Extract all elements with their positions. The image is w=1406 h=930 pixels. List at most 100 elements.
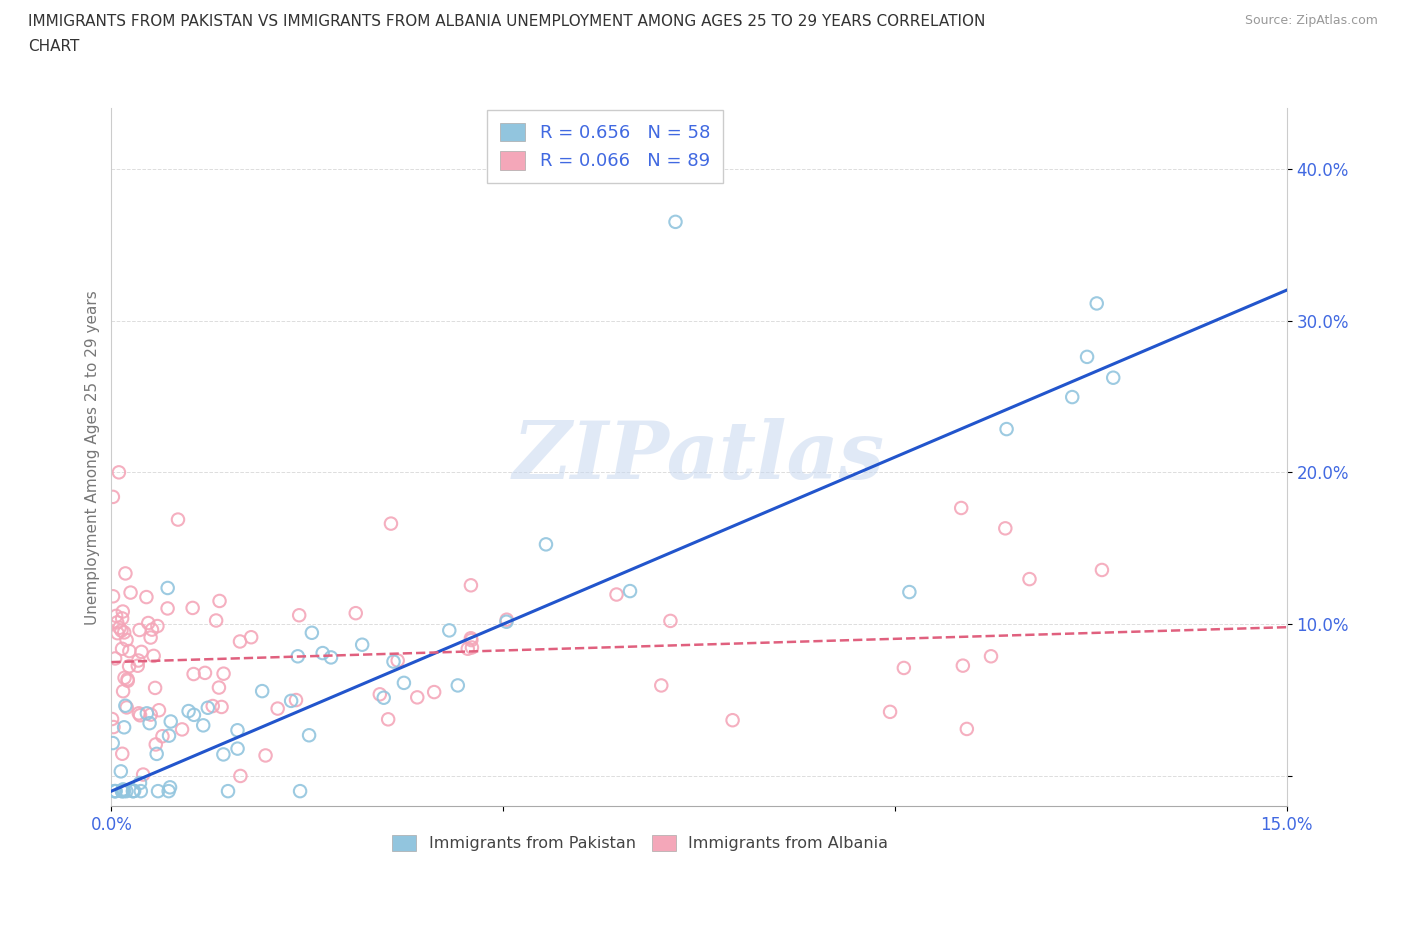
Point [112, 684, 135, 698]
Point [344, 605, 367, 620]
Point [152, 729, 174, 744]
Point [112, 782, 135, 797]
Point [127, 658, 149, 673]
Point [111, 604, 134, 619]
Point [197, 700, 219, 715]
Point [112, 720, 135, 735]
Point [142, 648, 165, 663]
Point [156, 601, 179, 616]
Point [952, 658, 974, 673]
Point [301, 625, 323, 640]
Point [129, 708, 152, 723]
Point [110, 623, 132, 638]
Point [457, 642, 479, 657]
Point [131, 644, 153, 659]
Point [107, 626, 129, 641]
Point [146, 618, 169, 633]
Point [108, 620, 131, 635]
Point [108, 465, 131, 480]
Point [170, 722, 193, 737]
Point [650, 678, 672, 693]
Point [115, 632, 138, 647]
Point [111, 746, 134, 761]
Point [120, 585, 142, 600]
Point [159, 714, 181, 729]
Point [167, 512, 190, 527]
Point [111, 784, 134, 799]
Point [285, 693, 308, 708]
Point [495, 612, 517, 627]
Point [1018, 572, 1040, 587]
Point [879, 704, 901, 719]
Point [287, 649, 309, 664]
Point [145, 737, 167, 751]
Point [117, 671, 139, 686]
Text: IMMIGRANTS FROM PAKISTAN VS IMMIGRANTS FROM ALBANIA UNEMPLOYMENT AMONG AGES 25 T: IMMIGRANTS FROM PAKISTAN VS IMMIGRANTS F… [28, 14, 986, 29]
Point [288, 608, 311, 623]
Point [101, 711, 124, 726]
Point [193, 718, 215, 733]
Point [177, 704, 200, 719]
Y-axis label: Unemployment Among Ages 25 to 29 years: Unemployment Among Ages 25 to 29 years [86, 290, 100, 625]
Point [212, 747, 235, 762]
Point [1085, 296, 1108, 311]
Point [1102, 370, 1125, 385]
Point [139, 631, 162, 645]
Point [229, 634, 252, 649]
Point [460, 632, 482, 647]
Point [368, 687, 391, 702]
Point [157, 784, 180, 799]
Point [387, 653, 409, 668]
Point [101, 489, 124, 504]
Point [110, 764, 132, 778]
Point [956, 722, 979, 737]
Point [447, 678, 470, 693]
Point [111, 642, 134, 657]
Point [156, 580, 179, 595]
Point [101, 589, 124, 604]
Point [132, 767, 155, 782]
Point [392, 675, 415, 690]
Point [461, 640, 484, 655]
Point [898, 585, 921, 600]
Point [115, 784, 138, 799]
Point [240, 630, 263, 644]
Text: Source: ZipAtlas.com: Source: ZipAtlas.com [1244, 14, 1378, 27]
Point [534, 537, 557, 551]
Point [495, 615, 517, 630]
Point [111, 611, 134, 626]
Point [183, 667, 205, 682]
Point [205, 613, 228, 628]
Point [1076, 350, 1098, 365]
Point [212, 666, 235, 681]
Point [157, 728, 180, 743]
Point [112, 625, 135, 640]
Point [135, 590, 157, 604]
Point [460, 578, 482, 592]
Point [208, 593, 231, 608]
Point [114, 698, 136, 713]
Point [118, 644, 141, 658]
Point [122, 784, 145, 799]
Point [229, 768, 252, 783]
Point [311, 645, 333, 660]
Point [994, 521, 1017, 536]
Point [129, 776, 152, 790]
Point [111, 784, 134, 799]
Point [950, 500, 973, 515]
Point [380, 516, 402, 531]
Point [148, 703, 170, 718]
Point [183, 708, 205, 723]
Point [995, 421, 1018, 436]
Point [406, 690, 429, 705]
Point [423, 684, 446, 699]
Point [115, 700, 138, 715]
Point [136, 616, 159, 631]
Point [117, 673, 139, 688]
Point [201, 698, 224, 713]
Point [118, 658, 141, 673]
Point [373, 690, 395, 705]
Point [194, 666, 217, 681]
Point [101, 736, 124, 751]
Point [226, 741, 249, 756]
